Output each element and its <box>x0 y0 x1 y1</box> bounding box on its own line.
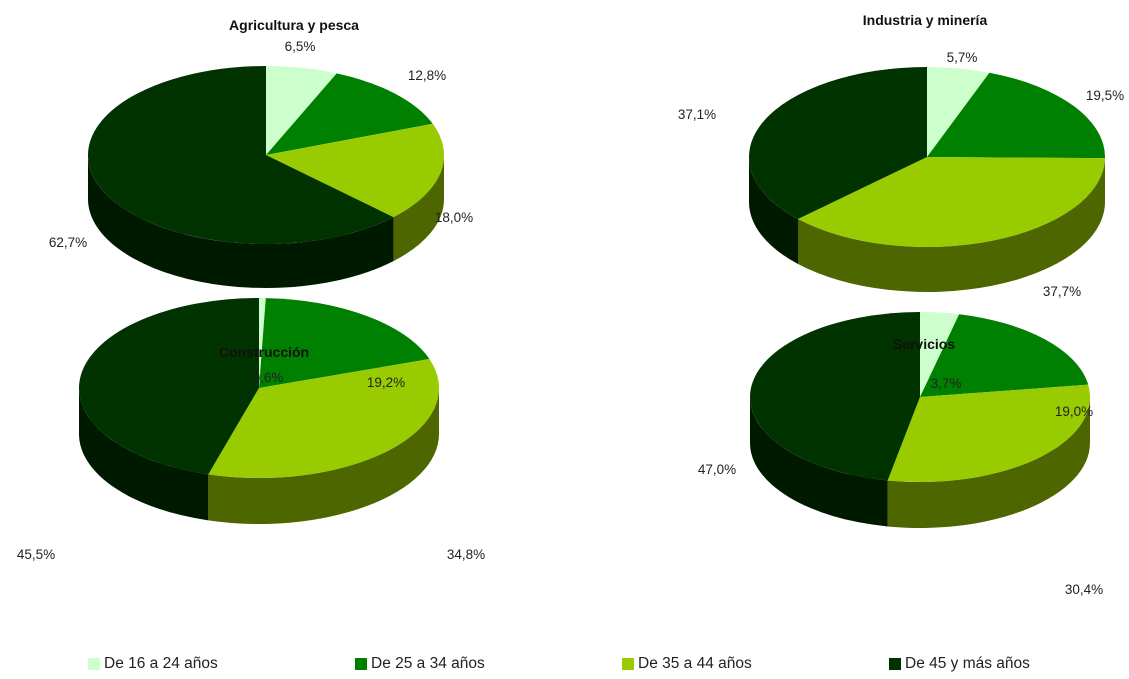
pie-4-title: Servicios <box>893 336 955 352</box>
pie-1-slice-3 <box>266 123 445 218</box>
pie-3-slice-2 <box>259 298 430 388</box>
pie-2-label-4: 37,1% <box>678 107 716 122</box>
pie-4-slice-2 <box>920 314 1089 397</box>
pie-2-title: Industria y minería <box>863 12 988 28</box>
pie-1-slice-4 <box>87 66 394 244</box>
pie-2-slice-4 <box>748 67 927 220</box>
pie-1-title: Agricultura y pesca <box>229 17 359 33</box>
pie-4-slice-3 <box>887 384 1090 482</box>
pie-3-label-4: 45,5% <box>17 547 55 562</box>
pie-2-sides <box>749 157 1105 293</box>
legend-label-16-24: De 16 a 24 años <box>104 655 218 672</box>
pie-1-side-4 <box>88 155 394 288</box>
pie-1-label-3: 18,0% <box>435 210 473 225</box>
pie-4-label-3: 30,4% <box>1065 582 1103 597</box>
pie-4-side-4 <box>750 397 888 527</box>
pie-3-label-1: 0,6% <box>253 370 284 385</box>
pie-3-slice-1 <box>259 298 266 388</box>
pie-2-side-4 <box>749 157 799 265</box>
pie-2-slice-1 <box>927 67 990 157</box>
pie-2-slice-3 <box>798 157 1105 248</box>
pie-4-side-3 <box>887 397 1090 528</box>
pie-1-label-1: 6,5% <box>285 39 316 54</box>
legend-label-35-44: De 35 a 44 años <box>638 655 752 672</box>
legend-item-35-44: De 35 a 44 años <box>622 655 752 673</box>
pie-1-label-2: 12,8% <box>408 68 446 83</box>
pie-3-title: Construcción <box>219 344 309 360</box>
pie-1-sides <box>88 155 444 288</box>
pie-1-side-3 <box>393 155 444 262</box>
legend-item-25-34: De 25 a 34 años <box>355 655 485 673</box>
pie-4-sides <box>750 397 1090 528</box>
pie-chart-1: Agricultura y pesca 6,5% 12,8% 18,0% 62,7% <box>49 17 473 288</box>
pie-2-label-3: 37,7% <box>1043 284 1081 299</box>
pie-3-label-3: 34,8% <box>447 547 485 562</box>
pie-2-label-1: 5,7% <box>947 50 978 65</box>
pie-1-slice-1 <box>266 66 337 155</box>
pie-chart-4: Servicios 3,7% 19,0% 30,4% 47,0% <box>698 311 1103 597</box>
legend-swatch-35-44 <box>622 658 634 670</box>
legend-label-25-34: De 25 a 34 años <box>371 655 485 672</box>
pie-4-slice-4 <box>750 311 920 481</box>
pie-charts-canvas: Agricultura y pesca 6,5% 12,8% 18,0% 62,7% In… <box>17 12 1124 597</box>
pie-3-slice-4 <box>79 298 260 475</box>
pie-4-slice-1 <box>920 312 960 397</box>
pie-4-label-2: 19,0% <box>1055 404 1093 419</box>
legend: De 16 a 24 años De 25 a 34 años De 35 a … <box>0 655 1129 677</box>
legend-label-45-plus: De 45 y más años <box>905 655 1030 672</box>
pie-3-side-4 <box>79 388 209 521</box>
pie-3-slice-3 <box>208 359 439 478</box>
legend-item-16-24: De 16 a 24 años <box>88 655 218 673</box>
pie-2-slice-2 <box>927 72 1105 159</box>
legend-swatch-16-24 <box>88 658 100 670</box>
legend-swatch-25-34 <box>355 658 367 670</box>
legend-swatch-45-plus <box>889 658 901 670</box>
pie-2-side-3 <box>798 158 1105 293</box>
legend-item-45-plus: De 45 y más años <box>889 655 1030 673</box>
pie-3-side-3 <box>208 388 439 524</box>
pie-3-label-2: 19,2% <box>367 375 405 390</box>
pie-4-label-4: 47,0% <box>698 462 736 477</box>
pie-2-label-2: 19,5% <box>1086 88 1124 103</box>
pie-4-label-1: 3,7% <box>931 376 962 391</box>
pie-3-sides <box>79 388 439 524</box>
pie-chart-3: Construcción 0,6% 19,2% 34,8% 45,5% <box>17 298 485 562</box>
pie-1-label-4: 62,7% <box>49 235 87 250</box>
pie-1-slice-2 <box>266 73 433 155</box>
pie-chart-2: Industria y minería 5,7% 19,5% 37,7% 37,1% <box>678 12 1124 299</box>
